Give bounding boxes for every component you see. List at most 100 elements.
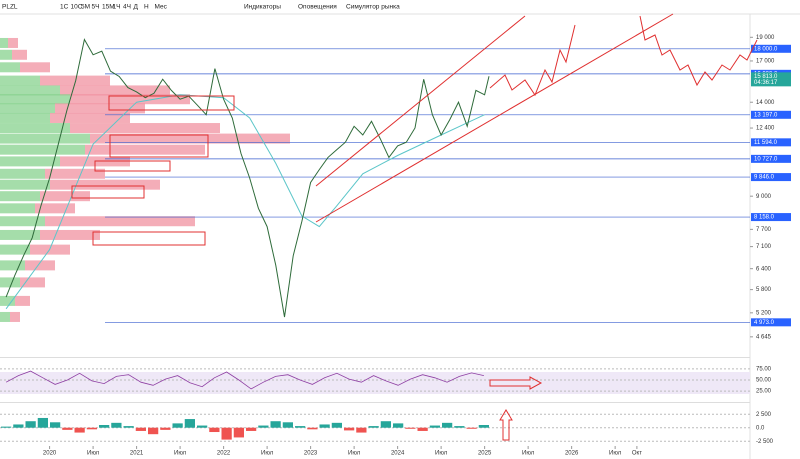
level-box — [751, 213, 791, 222]
macd-bar — [429, 425, 440, 428]
profile-buy — [0, 123, 70, 134]
macd-bar — [135, 427, 146, 431]
profile-buy — [0, 156, 60, 167]
arrow — [499, 409, 513, 441]
macd-bar — [393, 423, 404, 428]
interval-button[interactable]: 15М — [102, 4, 115, 11]
price-label: 12 400 — [756, 126, 775, 132]
profile-sell — [8, 37, 18, 48]
interval-button[interactable]: Д — [134, 4, 139, 11]
profile-buy — [0, 144, 85, 155]
profile-sell — [40, 75, 110, 86]
level-box — [751, 173, 791, 182]
macd-bar — [319, 424, 330, 428]
time-label: Июл — [522, 451, 535, 457]
interval-button[interactable]: 1Ч — [113, 4, 121, 11]
moving-average — [5, 94, 485, 310]
time-label: Июл — [348, 451, 361, 457]
profile-buy — [0, 168, 45, 179]
profile-buy — [0, 311, 10, 322]
macd-bar — [282, 422, 293, 428]
macd-bar — [258, 425, 269, 428]
macd-bar — [86, 427, 97, 430]
time-label: 2021 — [130, 451, 144, 457]
macd-bar — [1, 426, 12, 428]
interval-button[interactable]: 5Ч — [92, 4, 100, 11]
replay-button[interactable]: Симулятор рынка — [346, 4, 400, 11]
interval-button[interactable]: Н — [144, 4, 149, 11]
interval-button[interactable]: 10С — [71, 4, 83, 11]
pane-separator — [0, 402, 750, 403]
profile-sell — [40, 229, 100, 240]
interval-button[interactable]: Мес — [155, 4, 168, 11]
macd-label: 0.0 — [756, 425, 765, 431]
profile-sell — [40, 191, 90, 202]
price-label: 6 400 — [756, 266, 772, 272]
time-label: Июл — [87, 451, 100, 457]
profile-buy — [0, 85, 60, 96]
symbol[interactable]: PLZL — [2, 4, 18, 11]
projection-down — [639, 15, 758, 87]
time-label: Июл — [435, 451, 448, 457]
interval-button[interactable]: 5М — [81, 4, 90, 11]
macd-bar — [442, 422, 453, 428]
price-line — [5, 38, 490, 318]
macd-bar — [307, 427, 318, 430]
profile-buy — [0, 112, 50, 123]
zone-box — [94, 160, 171, 172]
rsi-line — [5, 370, 484, 390]
macd-bar — [197, 425, 208, 428]
macd-bar — [37, 417, 48, 428]
profile-buy — [0, 229, 40, 240]
profile-buy — [0, 62, 20, 73]
macd-bar — [356, 427, 367, 433]
time-label: 2025 — [478, 451, 492, 457]
interval-button[interactable]: 1С — [60, 4, 69, 11]
macd-label: -2 500 — [756, 439, 774, 445]
last-price-box — [751, 72, 791, 87]
macd-bar — [368, 426, 379, 428]
alerts-button[interactable]: Оповещения — [298, 4, 337, 11]
profile-sell — [15, 295, 30, 306]
profile-sell — [50, 179, 160, 190]
profile-buy — [0, 133, 90, 144]
macd-bar — [380, 421, 391, 428]
macd-bar — [246, 427, 257, 431]
level-label: 11 594.0 — [754, 140, 778, 146]
macd-bar — [270, 421, 281, 428]
profile-buy — [0, 75, 40, 86]
macd-bar — [123, 426, 134, 428]
profile-sell — [50, 112, 130, 123]
toolbar — [0, 0, 800, 14]
macd-label: 2 500 — [756, 412, 772, 418]
level-label: 9 846.0 — [754, 175, 775, 181]
profile-sell — [70, 123, 220, 134]
macd-bar — [344, 427, 355, 431]
macd-bar — [295, 426, 306, 428]
profile-sell — [45, 216, 195, 227]
profile-sell — [20, 62, 50, 73]
macd-bar — [466, 427, 477, 429]
arrow — [489, 376, 543, 390]
price-label: 17 000 — [756, 59, 775, 65]
level-label: 4 973.0 — [754, 320, 775, 326]
time-label: Июл — [609, 451, 622, 457]
level-box — [751, 154, 791, 163]
rsi-band — [0, 372, 750, 394]
interval-button[interactable]: 4Ч — [123, 4, 131, 11]
macd-bar — [50, 422, 61, 428]
level-box — [751, 138, 791, 147]
indicators-button[interactable]: Индикаторы — [244, 4, 281, 11]
projection-up — [489, 24, 576, 97]
level-box — [751, 44, 791, 53]
macd-bar — [160, 427, 171, 430]
profile-sell — [45, 168, 105, 179]
price-label: 7 700 — [756, 227, 772, 233]
price-label: 7 100 — [756, 244, 772, 250]
time-label: 2026 — [565, 451, 579, 457]
channel-upper — [315, 15, 526, 187]
price-label: 14 000 — [756, 100, 775, 106]
zone-box — [71, 185, 145, 199]
profile-buy — [0, 103, 55, 114]
